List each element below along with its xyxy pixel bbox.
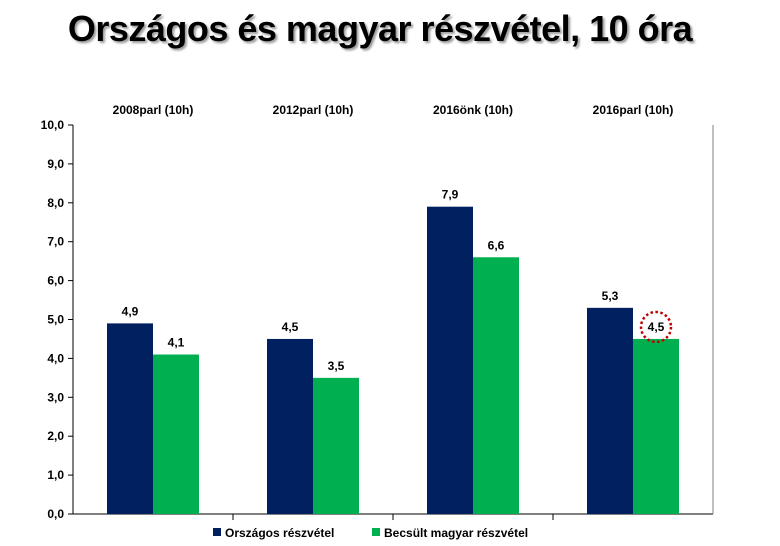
legend-swatch	[372, 528, 380, 536]
data-label: 6,6	[488, 238, 505, 252]
bar	[267, 338, 313, 514]
data-label: 5,3	[602, 289, 619, 303]
data-label: 3,5	[328, 359, 345, 373]
y-tick-label: 7,0	[47, 235, 64, 249]
category-label: 2016önk (10h)	[433, 103, 513, 117]
highlight-circle	[639, 310, 673, 344]
bar	[473, 257, 519, 514]
y-tick-label: 3,0	[47, 390, 64, 404]
bar	[153, 354, 199, 514]
data-label: 4,5	[282, 320, 299, 334]
bar	[107, 323, 153, 514]
category-label: 2012parl (10h)	[273, 103, 354, 117]
y-tick-label: 4,0	[47, 351, 64, 365]
data-label: 4,5	[648, 320, 665, 334]
y-tick-label: 1,0	[47, 468, 64, 482]
bar	[313, 377, 359, 514]
legend-label: Becsült magyar részvétel	[384, 526, 528, 540]
category-label: 2008parl (10h)	[113, 103, 194, 117]
data-label: 4,9	[122, 304, 139, 318]
y-tick-label: 10,0	[41, 118, 65, 132]
data-label: 7,9	[442, 188, 459, 202]
data-label: 4,1	[168, 336, 185, 350]
category-label: 2016parl (10h)	[593, 103, 674, 117]
chart-title: Országos és magyar részvétel, 10 óra	[67, 8, 693, 49]
y-tick-label: 6,0	[47, 274, 64, 288]
legend-swatch	[213, 528, 221, 536]
bar	[633, 338, 679, 514]
bar	[587, 307, 633, 514]
y-tick-label: 8,0	[47, 196, 64, 210]
y-tick-label: 0,0	[47, 507, 64, 521]
bar	[427, 206, 473, 514]
y-tick-label: 5,0	[47, 313, 64, 327]
y-tick-label: 9,0	[47, 157, 64, 171]
y-tick-label: 2,0	[47, 429, 64, 443]
legend-label: Országos részvétel	[225, 526, 334, 540]
